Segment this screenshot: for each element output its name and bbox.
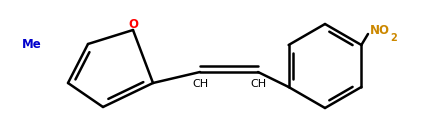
Text: O: O	[128, 18, 138, 31]
Text: CH: CH	[192, 79, 208, 89]
Text: Me: Me	[22, 37, 42, 50]
Text: NO: NO	[370, 23, 390, 37]
Text: CH: CH	[250, 79, 266, 89]
Text: 2: 2	[390, 33, 397, 43]
